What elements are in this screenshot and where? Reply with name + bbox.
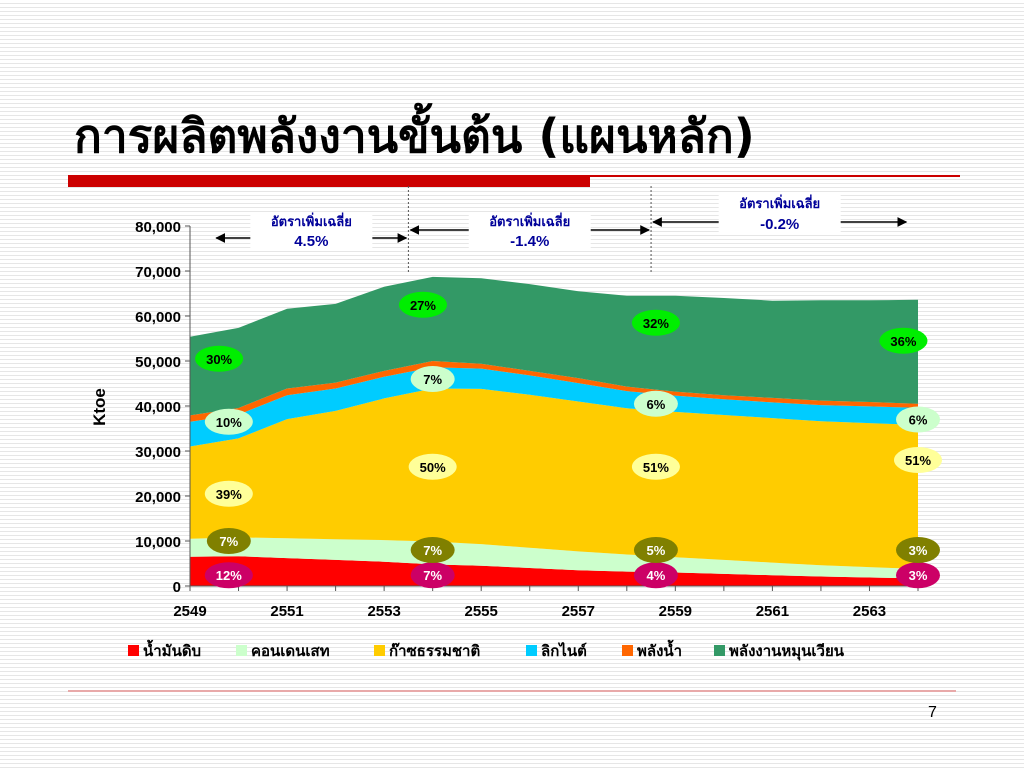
growth-annotations: อัตราเพิ่มเฉลี่ย 4.5% อัตราเพิ่มเฉลี่ย -1.4… xyxy=(215,186,908,272)
share-label-5: 7% xyxy=(423,568,442,583)
share-badge-9 xyxy=(398,291,447,318)
share-badge-13 xyxy=(633,390,678,417)
share-badge-18 xyxy=(896,406,940,433)
share-badge-7 xyxy=(408,453,457,480)
share-badge-0 xyxy=(204,562,253,589)
area-series-5 xyxy=(190,276,918,416)
share-badge-3 xyxy=(204,408,253,435)
title-underline-line xyxy=(590,175,960,177)
share-label-15: 3% xyxy=(909,568,928,583)
x-tick-label: 2557 xyxy=(562,603,595,620)
growth-value-0: 4.5% xyxy=(294,233,328,250)
share-label-18: 6% xyxy=(909,413,928,428)
x-tick-label: 2561 xyxy=(756,603,789,620)
share-label-17: 51% xyxy=(905,453,931,468)
share-label-11: 5% xyxy=(647,543,666,558)
y-axis-label: Ktoe xyxy=(90,388,109,426)
y-tick-label: 70,000 xyxy=(135,264,181,281)
y-tick-label: 10,000 xyxy=(135,534,181,551)
share-label-19: 36% xyxy=(890,334,916,349)
legend-swatch-3 xyxy=(526,645,537,656)
axes: 0 10,000 20,000 30,000 40,000 50,000 60,000 70,… xyxy=(135,219,919,620)
share-badge-6 xyxy=(410,537,455,563)
share-badge-19 xyxy=(879,327,928,354)
share-badge-2 xyxy=(204,480,253,507)
legend-swatch-5 xyxy=(714,645,725,656)
share-label-13: 6% xyxy=(647,397,666,412)
y-tick-label: 60,000 xyxy=(135,309,181,326)
y-tick-label: 80,000 xyxy=(135,219,181,236)
x-tick-label: 2553 xyxy=(367,603,400,620)
share-badge-5 xyxy=(410,562,455,589)
share-label-14: 32% xyxy=(643,316,669,331)
share-badge-1 xyxy=(206,528,251,554)
legend: น้ำมันดิบ คอนเดนเสท ก๊าซธรรมชาติ ลิกไนต์ พลั… xyxy=(128,639,845,661)
share-badge-10 xyxy=(633,562,678,589)
title-underline-bar xyxy=(68,175,590,187)
growth-value-2: -0.2% xyxy=(760,216,799,233)
share-badge-17 xyxy=(894,447,942,473)
legend-label-2: ก๊าซธรรมชาติ xyxy=(389,642,480,660)
share-label-16: 3% xyxy=(909,543,928,558)
share-badge-14 xyxy=(631,309,680,336)
legend-swatch-4 xyxy=(622,645,633,656)
share-label-6: 7% xyxy=(423,543,442,558)
area-series-1 xyxy=(190,537,918,579)
footer-divider xyxy=(68,690,956,692)
slide-title: การผลิตพลังงานขั้นต้น (แผนหลัก) xyxy=(74,109,755,163)
legend-swatch-1 xyxy=(236,645,247,656)
area-series-0 xyxy=(190,556,918,586)
y-tick-label: 50,000 xyxy=(135,354,181,371)
growth-label-0: อัตราเพิ่มเฉลี่ย xyxy=(271,212,352,230)
legend-label-5: พลังงานหมุนเวียน xyxy=(729,642,845,661)
share-labels: 12% 7% 39% 10% 30% 7% 7% 50% 7% 27% 4% 5% 51% 6% 32% 3%… xyxy=(195,291,942,589)
x-tick-label: 2555 xyxy=(465,603,498,620)
growth-label-2: อัตราเพิ่มเฉลี่ย xyxy=(739,194,820,212)
x-tick-label: 2551 xyxy=(270,603,303,620)
share-badge-16 xyxy=(896,537,940,563)
growth-label-1: อัตราเพิ่มเฉลี่ย xyxy=(489,212,570,230)
share-badge-12 xyxy=(631,453,680,480)
legend-label-3: ลิกไนต์ xyxy=(541,641,587,660)
share-label-7: 50% xyxy=(420,460,446,475)
area-series-2 xyxy=(190,388,918,569)
growth-label-bg-2 xyxy=(718,194,841,232)
share-label-8: 7% xyxy=(423,372,442,387)
share-label-2: 39% xyxy=(216,487,242,502)
area-series-4 xyxy=(190,361,918,422)
y-tick-label: 40,000 xyxy=(135,399,181,416)
share-label-9: 27% xyxy=(410,298,436,313)
legend-label-0: น้ำมันดิบ xyxy=(143,639,201,660)
share-badge-8 xyxy=(410,366,455,392)
growth-label-bg-0 xyxy=(250,212,373,250)
share-label-3: 10% xyxy=(216,415,242,430)
stacked-area-chart: 0 10,000 20,000 30,000 40,000 50,000 60,000 70,… xyxy=(90,186,942,661)
page-number: 7 xyxy=(928,704,937,721)
legend-label-1: คอนเดนเสท xyxy=(251,642,330,660)
share-label-10: 4% xyxy=(647,568,666,583)
share-badge-4 xyxy=(195,345,244,372)
y-tick-label: 0 xyxy=(173,579,181,596)
legend-swatch-0 xyxy=(128,645,139,656)
share-badge-15 xyxy=(896,562,940,589)
share-badge-11 xyxy=(633,537,678,563)
share-label-0: 12% xyxy=(216,568,242,583)
share-label-4: 30% xyxy=(206,352,232,367)
growth-value-1: -1.4% xyxy=(510,233,549,250)
growth-label-bg-1 xyxy=(468,212,591,250)
legend-label-4: พลังน้ำ xyxy=(637,639,682,660)
x-tick-label: 2559 xyxy=(659,603,692,620)
area-layer xyxy=(190,276,918,586)
y-tick-label: 30,000 xyxy=(135,444,181,461)
share-label-12: 51% xyxy=(643,460,669,475)
share-label-1: 7% xyxy=(219,534,238,549)
legend-swatch-2 xyxy=(374,645,385,656)
area-series-3 xyxy=(190,367,918,447)
y-tick-label: 20,000 xyxy=(135,489,181,506)
x-tick-label: 2549 xyxy=(173,603,206,620)
x-tick-label: 2563 xyxy=(853,603,886,620)
